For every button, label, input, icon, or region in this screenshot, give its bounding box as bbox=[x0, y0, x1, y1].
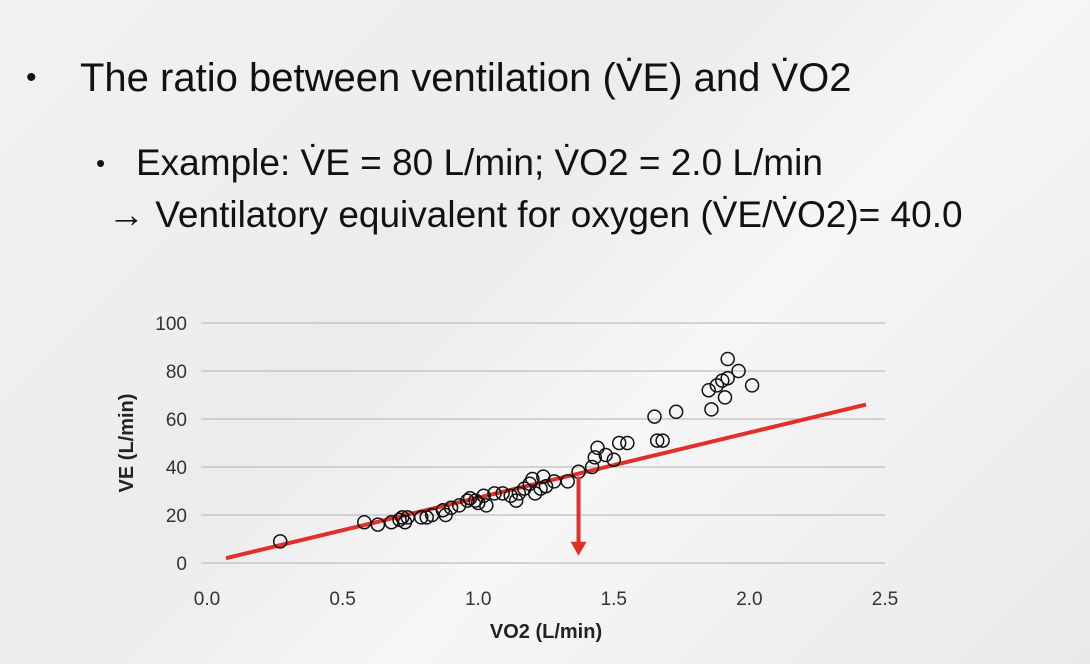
bullet-1-text: The ratio between ventilation (V̇E) and … bbox=[80, 56, 852, 100]
data-point bbox=[538, 478, 554, 494]
data-point bbox=[527, 486, 543, 501]
y-tick-label: 100 bbox=[155, 314, 187, 335]
y-tick-label: 20 bbox=[166, 506, 187, 527]
data-point bbox=[560, 474, 575, 489]
y-tick-label: 0 bbox=[176, 554, 187, 575]
data-point bbox=[720, 370, 735, 386]
x-tick-label: 2.5 bbox=[872, 589, 898, 610]
data-point bbox=[744, 378, 760, 393]
x-tick-label: 1.0 bbox=[465, 589, 491, 610]
result-line: → Ventilatory equivalent for oxygen (V̇E… bbox=[108, 194, 963, 235]
data-point bbox=[508, 493, 524, 508]
y-axis-title: VE (L/min) bbox=[116, 394, 138, 493]
data-point bbox=[590, 440, 605, 456]
data-point bbox=[460, 493, 475, 508]
x-tick-label: 2.0 bbox=[736, 589, 762, 610]
trend-line bbox=[225, 402, 867, 561]
data-point bbox=[647, 409, 662, 424]
data-point bbox=[668, 404, 684, 420]
data-point bbox=[701, 382, 716, 398]
data-point bbox=[470, 495, 486, 511]
y-tick-label: 40 bbox=[166, 458, 187, 479]
data-point bbox=[413, 510, 429, 525]
data-point bbox=[709, 378, 725, 393]
data-point bbox=[731, 363, 746, 379]
y-tick-label: 60 bbox=[166, 410, 187, 431]
data-point bbox=[655, 433, 670, 448]
data-point bbox=[598, 447, 613, 463]
data-point bbox=[649, 433, 665, 448]
arrow-head bbox=[570, 541, 587, 556]
data-point bbox=[525, 471, 540, 487]
data-point bbox=[606, 452, 622, 468]
x-tick-label: 0.5 bbox=[329, 589, 355, 610]
data-point bbox=[479, 498, 494, 513]
data-point bbox=[720, 351, 735, 367]
bullet-dot: • bbox=[96, 148, 106, 178]
data-point bbox=[587, 450, 603, 465]
data-point bbox=[370, 517, 386, 532]
x-tick-labels: 0.0 0.5 1.0 1.5 2.0 2.5 bbox=[194, 589, 898, 610]
x-tick-label: 1.5 bbox=[601, 589, 627, 610]
data-point bbox=[443, 500, 459, 516]
data-point bbox=[611, 435, 627, 451]
data-point bbox=[704, 402, 719, 417]
y-tick-label: 80 bbox=[166, 362, 187, 383]
x-axis-title: VO2 (L/min) bbox=[490, 621, 602, 643]
annotation-arrow bbox=[570, 476, 587, 556]
x-tick-label: 0.0 bbox=[194, 589, 220, 610]
data-point bbox=[357, 514, 372, 530]
data-points bbox=[272, 351, 760, 549]
y-tick-labels: 0 20 40 60 80 100 bbox=[155, 314, 187, 575]
data-point bbox=[584, 459, 600, 475]
data-point bbox=[503, 488, 518, 504]
data-point bbox=[451, 498, 467, 513]
data-point bbox=[487, 486, 502, 501]
data-point bbox=[511, 486, 527, 501]
data-point bbox=[476, 488, 491, 504]
data-point bbox=[272, 534, 288, 549]
bullet-dot: • bbox=[26, 61, 37, 94]
data-point bbox=[495, 486, 510, 501]
bullet-2-text: Example: V̇E = 80 L/min; V̇O2 = 2.0 L/mi… bbox=[136, 142, 823, 183]
grid-lines bbox=[201, 322, 885, 564]
data-point bbox=[717, 390, 733, 405]
data-point bbox=[438, 507, 453, 523]
data-point bbox=[620, 435, 635, 451]
